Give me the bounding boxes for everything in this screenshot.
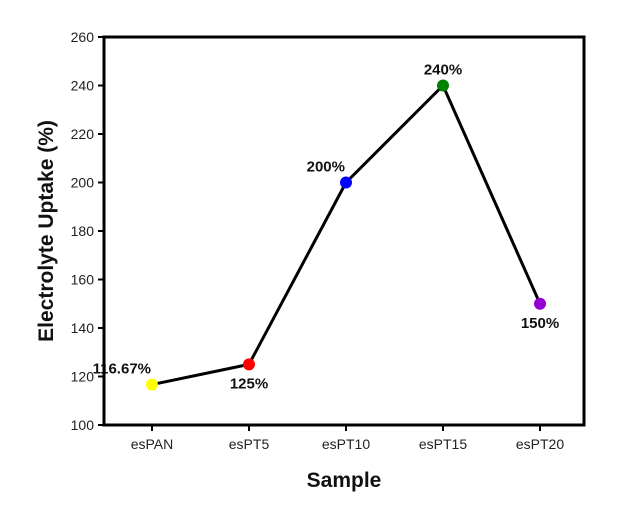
y-tick-label: 140 (71, 320, 95, 336)
data-points (146, 79, 546, 391)
x-tick-label: esPT5 (229, 436, 270, 452)
y-tick-label: 120 (71, 369, 95, 385)
data-label: 200% (307, 159, 345, 176)
x-axis-title: Sample (307, 469, 382, 492)
data-label: 150% (521, 315, 559, 332)
y-axis-ticks: 100 120 140 160 180 200 220 240 260 (71, 29, 104, 433)
data-point (534, 297, 546, 310)
y-tick-label: 160 (71, 272, 95, 288)
plot-area-frame (102, 35, 586, 427)
data-label: 125% (230, 375, 268, 392)
data-label: 116.67% (93, 361, 151, 378)
y-tick-label: 260 (71, 29, 95, 45)
data-point (437, 79, 449, 92)
data-point (243, 358, 255, 371)
y-tick-label: 180 (71, 223, 95, 239)
data-labels: 116.67% 125% 200% 240% 150% (93, 62, 560, 393)
x-tick-label: esPAN (131, 436, 174, 452)
data-point (340, 176, 352, 189)
y-axis-title: Electrolyte Uptake (%) (35, 120, 58, 342)
x-axis-ticks: esPAN esPT5 esPT10 esPT15 esPT20 (131, 425, 564, 452)
y-tick-label: 220 (71, 126, 95, 142)
x-tick-label: esPT20 (516, 436, 564, 452)
x-tick-label: esPT10 (322, 436, 370, 452)
y-tick-label: 240 (71, 78, 95, 94)
y-tick-label: 200 (71, 175, 95, 191)
y-tick-label: 100 (71, 417, 95, 433)
series-line (151, 84, 542, 387)
x-tick-label: esPT15 (419, 436, 467, 452)
data-point (146, 378, 158, 391)
data-label: 240% (424, 62, 462, 79)
